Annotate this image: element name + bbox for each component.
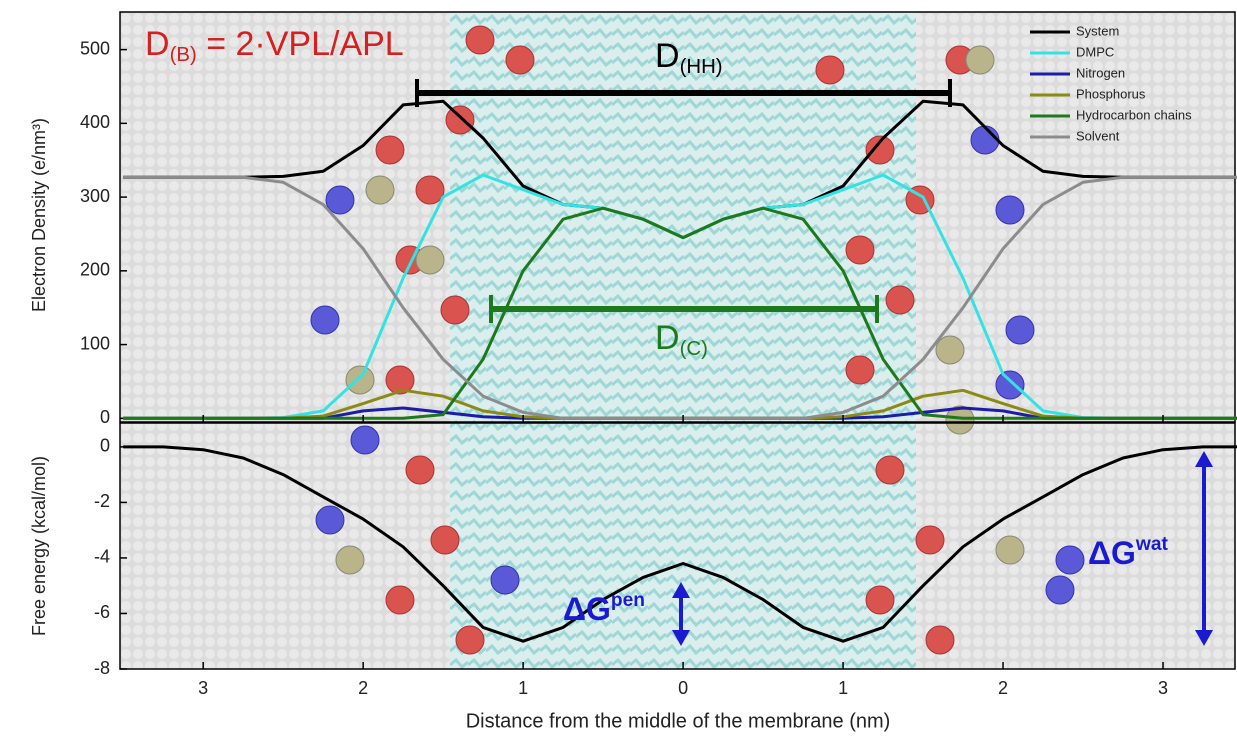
x-tick-label: 3 [1158,678,1168,698]
series-line [123,445,1237,643]
annotation: D(C) [655,319,708,361]
legend-label: DMPC [1076,44,1114,59]
annotation: D(B) = 2·VPL/APL [145,25,404,67]
annotation: D(HH) [655,37,723,79]
plot-frame [119,422,1236,670]
plot-frame [119,11,1236,423]
y-tick-label: 0 [100,407,110,427]
y-tick-label: 300 [80,186,110,206]
annotation-part: ΔG [563,591,611,627]
x-tick-label: 3 [198,678,208,698]
x-tick-label: 2 [998,678,1008,698]
annotation-part: (B) [170,45,197,67]
y-axis-label: Free energy (kcal/mol) [29,456,49,636]
y-tick-label: 100 [80,333,110,353]
arrowhead [672,582,690,598]
legend-label: Solvent [1076,128,1120,143]
annotation-part: (C) [680,339,708,361]
y-tick-label: 200 [80,260,110,280]
x-tick-label: 0 [678,678,688,698]
annotation-part: D [145,25,170,63]
y-tick-label: -6 [94,602,110,622]
y-tick-label: 500 [80,38,110,58]
annotation-part: wat [1135,534,1169,555]
x-tick-label: 2 [358,678,368,698]
x-tick-label: 1 [838,678,848,698]
y-axis-label: Electron Density (e/nm³) [29,118,49,312]
arrowhead [1195,451,1213,467]
annotation-part: ΔG [1088,535,1136,571]
legend-label: System [1076,23,1119,38]
series-line [123,206,1237,420]
annotation-part: = 2·VPL/APL [197,25,404,63]
x-axis-label: Distance from the middle of the membrane… [466,710,891,732]
legend-label: Hydrocarbon chains [1076,107,1192,122]
annotation-part: pen [611,590,645,611]
background-render [120,12,1235,669]
annotation-part: D [655,37,680,75]
arrowhead [672,630,690,646]
arrowhead [1195,630,1213,646]
y-tick-label: 0 [100,436,110,456]
annotation: ΔGwat [1088,534,1168,572]
legend-label: Phosphorus [1076,86,1146,101]
y-tick-label: 400 [80,112,110,132]
y-tick-label: -4 [94,547,110,567]
annotation-part: D [655,319,680,357]
annotation: ΔGpen [563,590,645,628]
y-tick-label: -2 [94,491,110,511]
annotation-part: (HH) [680,57,723,79]
y-tick-label: -8 [94,658,110,678]
x-tick-label: 1 [518,678,528,698]
legend-label: Nitrogen [1076,65,1125,80]
